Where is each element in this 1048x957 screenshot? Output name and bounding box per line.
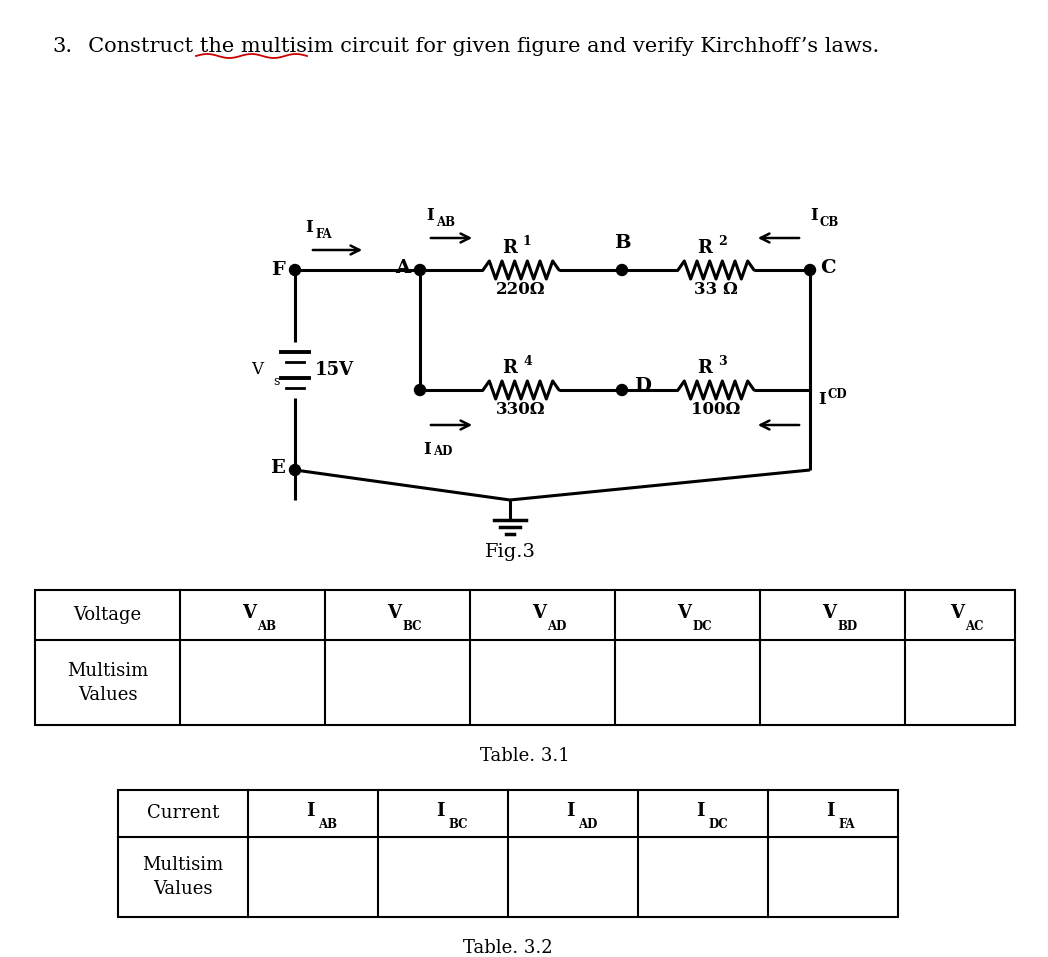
- Text: 1: 1: [523, 235, 531, 248]
- Text: C: C: [820, 259, 835, 277]
- Text: V: V: [949, 604, 964, 622]
- Text: 3: 3: [718, 355, 726, 368]
- Text: I: I: [423, 441, 431, 458]
- Text: AB: AB: [318, 818, 337, 832]
- Text: FA: FA: [838, 818, 854, 832]
- Text: AC: AC: [965, 620, 983, 633]
- Text: F: F: [271, 261, 285, 279]
- Text: I: I: [305, 219, 312, 236]
- Text: V: V: [242, 604, 257, 622]
- Text: I: I: [696, 803, 704, 820]
- Text: A: A: [395, 259, 410, 277]
- Text: R: R: [502, 359, 517, 377]
- Text: AB: AB: [436, 216, 455, 229]
- Text: 100Ω: 100Ω: [692, 402, 741, 418]
- Circle shape: [415, 264, 425, 276]
- Circle shape: [289, 464, 301, 476]
- Text: CB: CB: [820, 216, 839, 229]
- Text: R: R: [697, 239, 712, 257]
- Text: 220Ω: 220Ω: [496, 281, 546, 299]
- Text: 3.: 3.: [52, 37, 72, 56]
- Text: V: V: [532, 604, 546, 622]
- Circle shape: [805, 264, 815, 276]
- Bar: [118, 790, 898, 917]
- Text: AD: AD: [433, 445, 453, 458]
- Text: DC: DC: [693, 620, 713, 633]
- Text: s: s: [272, 375, 280, 388]
- Text: Construct the multisim circuit for given figure and verify Kirchhoff’s laws.: Construct the multisim circuit for given…: [75, 37, 879, 56]
- Text: Table. 3.1: Table. 3.1: [480, 747, 570, 765]
- Text: AD: AD: [547, 620, 567, 633]
- Text: FA: FA: [315, 228, 331, 241]
- Text: I: I: [810, 207, 817, 224]
- Circle shape: [289, 264, 301, 276]
- Text: D: D: [634, 377, 651, 395]
- Text: 4: 4: [523, 355, 531, 368]
- Text: Fig.3: Fig.3: [484, 543, 536, 561]
- Text: Multisim: Multisim: [143, 856, 223, 874]
- Text: AD: AD: [578, 818, 597, 832]
- Text: 2: 2: [718, 235, 726, 248]
- Text: 33 Ω: 33 Ω: [694, 281, 738, 299]
- Text: AB: AB: [258, 620, 277, 633]
- Text: Multisim: Multisim: [67, 661, 148, 679]
- Text: I: I: [425, 207, 434, 224]
- Text: DC: DC: [708, 818, 727, 832]
- Circle shape: [616, 385, 628, 395]
- Text: V: V: [823, 604, 836, 622]
- Text: I: I: [306, 803, 314, 820]
- Text: Values: Values: [78, 685, 137, 703]
- Text: Current: Current: [147, 805, 219, 822]
- Text: V: V: [677, 604, 692, 622]
- Text: BC: BC: [402, 620, 422, 633]
- Text: V: V: [388, 604, 401, 622]
- Text: E: E: [270, 459, 285, 477]
- Text: R: R: [697, 359, 712, 377]
- Bar: [35, 590, 1016, 725]
- Text: I: I: [566, 803, 574, 820]
- Text: B: B: [614, 234, 630, 252]
- Text: I: I: [436, 803, 444, 820]
- Text: V: V: [252, 362, 263, 379]
- Text: Values: Values: [153, 880, 213, 898]
- Text: I: I: [826, 803, 834, 820]
- Circle shape: [616, 264, 628, 276]
- Text: 330Ω: 330Ω: [496, 402, 546, 418]
- Text: Voltage: Voltage: [73, 606, 141, 624]
- Text: R: R: [502, 239, 517, 257]
- Text: I: I: [818, 391, 826, 409]
- Text: 15V: 15V: [315, 361, 354, 379]
- Text: BD: BD: [837, 620, 857, 633]
- Circle shape: [415, 385, 425, 395]
- Text: Table. 3.2: Table. 3.2: [463, 939, 552, 957]
- Text: CD: CD: [828, 389, 848, 402]
- Text: BC: BC: [447, 818, 467, 832]
